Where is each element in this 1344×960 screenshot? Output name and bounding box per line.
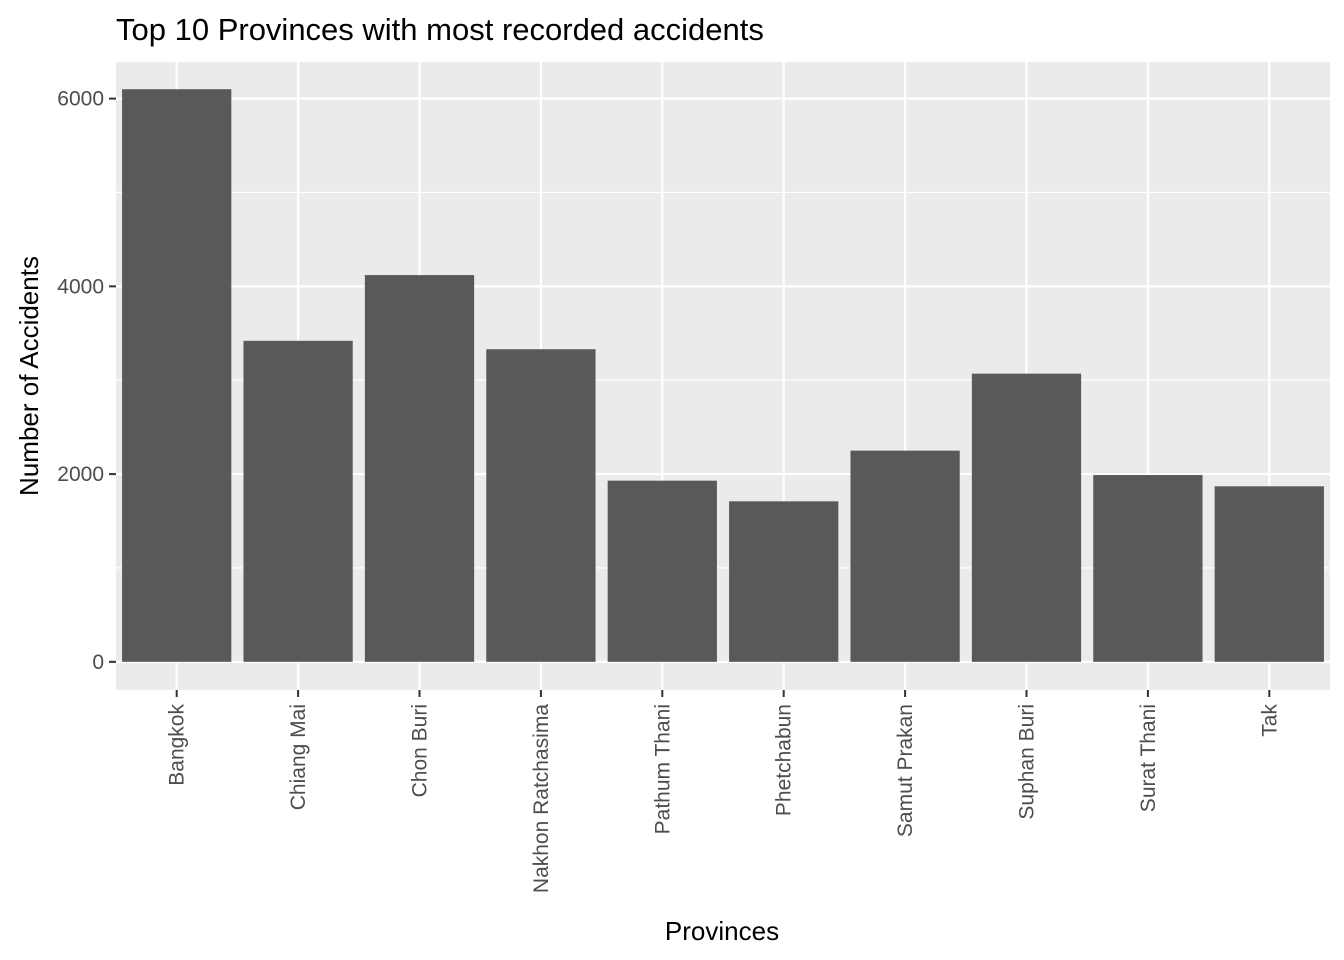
bar-samut-prakan <box>850 450 960 662</box>
x-tick-label: Samut Prakan <box>894 704 917 837</box>
x-tick-label: Nakhon Ratchasima <box>530 704 553 893</box>
y-tick-label: 0 <box>92 651 104 674</box>
bar-pathum-thani <box>607 480 717 662</box>
y-tick-label: 2000 <box>57 463 104 486</box>
bars <box>122 89 1324 662</box>
x-tick-label: Chiang Mai <box>287 704 310 810</box>
x-axis-title: Provinces <box>665 916 779 946</box>
x-tick-label: Pathum Thani <box>651 704 674 834</box>
x-tick-label: Tak <box>1258 704 1281 737</box>
x-tick-label: Suphan Buri <box>1016 704 1039 820</box>
bar-surat-thani <box>1093 475 1203 662</box>
y-axis-title: Number of Accidents <box>14 256 44 496</box>
x-tick-label: Phetchabun <box>773 704 796 816</box>
chart-title: Top 10 Provinces with most recorded acci… <box>116 12 764 47</box>
x-tick-label: Surat Thani <box>1137 704 1160 812</box>
bar-tak <box>1214 486 1324 662</box>
x-tick-label: Bangkok <box>166 704 189 786</box>
x-tick-label: Chon Buri <box>409 704 432 797</box>
bar-nakhon-ratchasima <box>486 349 596 662</box>
bar-chiang-mai <box>243 340 353 662</box>
bar-bangkok <box>122 89 232 662</box>
bar-chon-buri <box>364 275 475 662</box>
bar-suphan-buri <box>971 373 1082 662</box>
bar-phetchabun <box>729 501 839 662</box>
x-axis: Bangkok Chiang Mai Chon Buri Nakhon Ratchas… <box>166 690 1281 893</box>
y-tick-label: 6000 <box>57 88 104 111</box>
y-tick-label: 4000 <box>57 275 104 298</box>
y-axis: 0 2000 4000 6000 <box>57 88 116 674</box>
